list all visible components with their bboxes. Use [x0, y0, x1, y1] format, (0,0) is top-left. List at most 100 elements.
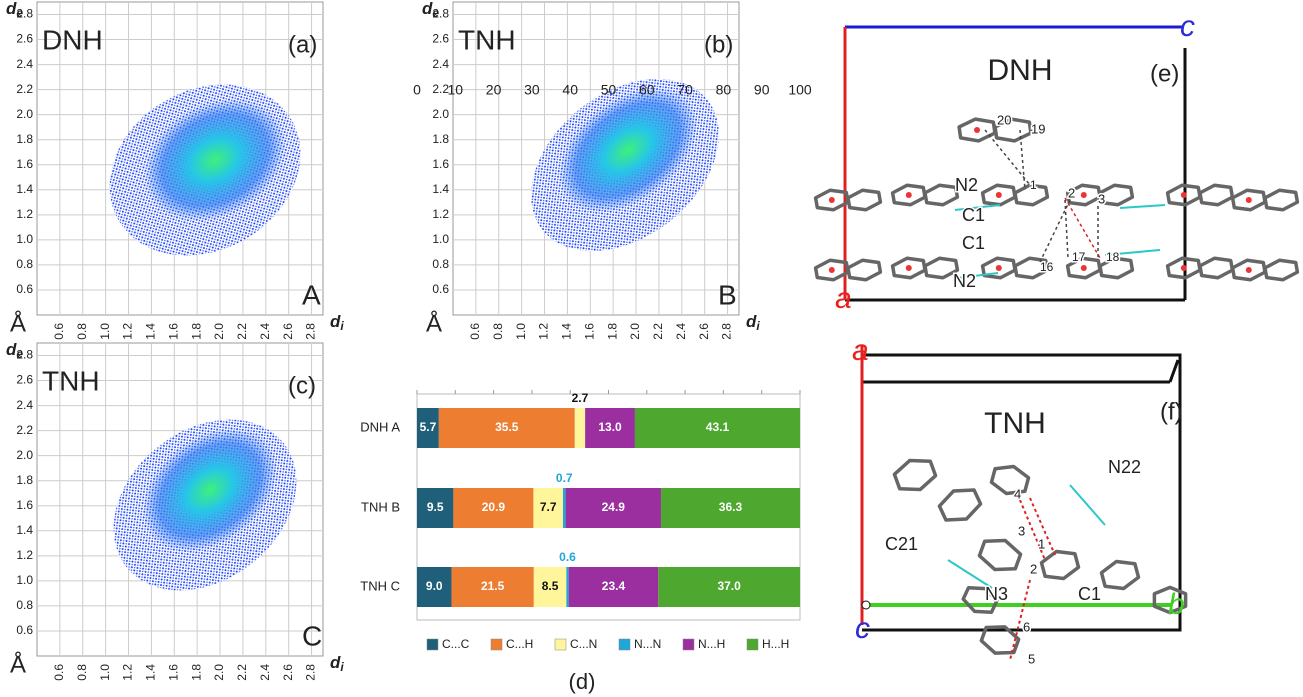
y-tick-label: 2.4	[16, 57, 33, 71]
x-tick-label: 2.4	[258, 664, 272, 681]
x-axis-label: di	[330, 312, 344, 333]
y-tick-label: 1.0	[432, 232, 449, 246]
x-tick-label: 1.4	[144, 323, 158, 340]
legend-swatch	[619, 639, 630, 650]
atom-label: C1	[1078, 584, 1101, 604]
y-axis-label-main: d	[6, 340, 17, 359]
x-tick-label: 2.2	[235, 323, 249, 340]
x-tick-label: 2.4	[258, 323, 272, 340]
atom-label: 1	[1038, 536, 1045, 551]
y-axis-label-main: d	[6, 0, 17, 18]
plot-title: TNH	[458, 24, 516, 55]
y-tick-label: 0.6	[432, 282, 449, 296]
atom-label: 1	[1030, 178, 1037, 192]
atom-label: 20	[997, 112, 1011, 127]
y-axis-label-sub: e	[16, 6, 23, 20]
x-tick-label: 0.6	[52, 323, 66, 340]
structure-title: DNH	[988, 54, 1053, 87]
x-tick-label: 1.0	[98, 323, 112, 340]
fingerprint-plot: 0.60.81.01.21.41.61.82.02.22.42.62.80.60…	[422, 0, 760, 340]
axis-label: a	[852, 334, 869, 367]
value-label: 35.5	[495, 420, 519, 434]
centroid	[829, 267, 835, 273]
value-label: 21.5	[481, 579, 505, 593]
value-label: 8.5	[542, 579, 559, 593]
axis-label: a	[835, 282, 852, 315]
panel-label: (f)	[1160, 398, 1183, 425]
value-label: 20.9	[482, 500, 506, 514]
centroid	[829, 197, 835, 203]
x-axis-label: di	[746, 312, 760, 333]
panel-label: (b)	[704, 31, 733, 58]
y-tick-label: 2.6	[16, 373, 33, 387]
value-label: 9.5	[427, 500, 444, 514]
legend-label: N...H	[698, 637, 725, 651]
y-tick-label: 2.2	[16, 82, 33, 96]
atom-label: 2	[1030, 561, 1037, 576]
centroid	[1181, 192, 1187, 198]
y-axis-label-main: d	[422, 0, 433, 18]
y-tick-label: 1.8	[16, 473, 33, 487]
atom-label: 19	[1031, 121, 1045, 136]
centroid	[996, 192, 1002, 198]
molecule-ring	[1264, 188, 1298, 213]
atom-label: N2	[953, 271, 976, 291]
x-tick-label: 1.6	[166, 664, 180, 681]
value-label: 9.0	[426, 579, 443, 593]
molecule-ring	[977, 534, 1023, 576]
atom-label: C21	[885, 534, 918, 554]
atom-label: N3	[985, 584, 1008, 604]
value-label: 37.0	[717, 579, 741, 593]
contact	[1040, 200, 1070, 262]
plot-title: DNH	[42, 24, 103, 55]
value-label: 7.7	[540, 500, 557, 514]
molecule-ring	[847, 258, 881, 283]
centroid	[906, 192, 912, 198]
value-label: 5.7	[420, 420, 437, 434]
origin	[862, 601, 870, 609]
y-tick-label: 2.6	[432, 32, 449, 46]
bar-segment	[563, 488, 566, 528]
x-axis-label-sub: i	[756, 319, 760, 333]
y-tick-label: 1.2	[16, 548, 33, 562]
x-tick-label: 70	[677, 82, 693, 98]
molecule-ring	[924, 183, 958, 208]
plot-title: TNH	[42, 365, 100, 396]
x-tick-label: 0.8	[75, 664, 89, 681]
centroid	[996, 265, 1002, 271]
axis-label: b	[1168, 588, 1185, 621]
value-label: 23.4	[602, 579, 626, 593]
molecule-ring	[847, 188, 881, 213]
value-label: 43.1	[706, 420, 730, 434]
value-label: 13.0	[598, 420, 622, 434]
atom-label: 17	[1072, 250, 1086, 264]
legend-swatch	[491, 639, 502, 650]
y-tick-label: 1.8	[16, 132, 33, 146]
centroid	[1246, 197, 1252, 203]
y-tick-label: 2.4	[432, 57, 449, 71]
legend-label: N...N	[634, 637, 661, 651]
value-label: 0.7	[556, 471, 573, 485]
y-axis-label: de	[6, 340, 23, 361]
x-tick-label: 2.6	[281, 323, 295, 340]
bar-segment	[575, 408, 585, 448]
y-axis-label: de	[422, 0, 439, 20]
atom-label: 2	[1068, 185, 1075, 200]
legend-label: C...C	[442, 637, 470, 651]
y-axis-label-sub: e	[432, 6, 439, 20]
x-tick-label: 2.8	[304, 323, 318, 340]
molecule-ring	[1264, 258, 1298, 283]
panel-label: (c)	[288, 372, 316, 399]
centroid	[1246, 267, 1252, 273]
legend-swatch	[747, 639, 758, 650]
fingerprint-plot: 0.60.81.01.21.41.61.82.02.22.42.62.80.60…	[6, 340, 344, 680]
x-axis-label-main: d	[330, 312, 341, 331]
centroid	[906, 265, 912, 271]
molecule-ring	[1199, 183, 1233, 208]
value-label: 0.6	[559, 550, 576, 564]
panel-label: (d)	[569, 669, 596, 694]
x-tick-label: 20	[486, 82, 502, 98]
x-tick-label: 50	[601, 82, 617, 98]
molecule-ring	[1100, 557, 1141, 593]
y-tick-label: 2.0	[16, 448, 33, 462]
